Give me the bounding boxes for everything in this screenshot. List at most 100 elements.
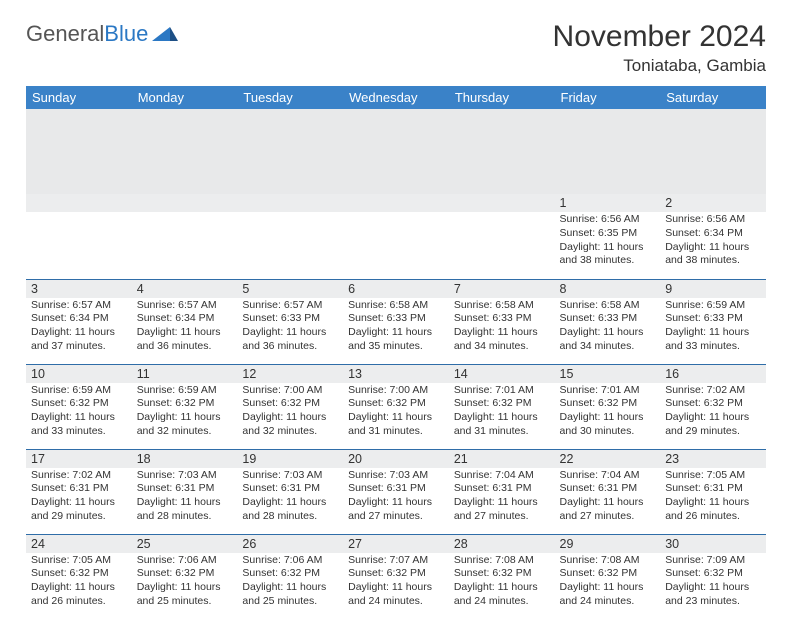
day-number: 9 (660, 280, 766, 298)
sunrise-text: Sunrise: 7:06 AM (137, 554, 233, 568)
sunset-text: Sunset: 6:31 PM (242, 482, 338, 496)
daylight-text: Daylight: 11 hours and 38 minutes. (560, 241, 656, 268)
day-number: 30 (660, 535, 766, 553)
sunset-text: Sunset: 6:32 PM (31, 567, 127, 581)
daylight-text: Daylight: 11 hours and 35 minutes. (348, 326, 444, 353)
sunset-text: Sunset: 6:33 PM (348, 312, 444, 326)
day-cell: 27Sunrise: 7:07 AMSunset: 6:32 PMDayligh… (343, 534, 449, 619)
sunrise-text: Sunrise: 6:56 AM (665, 213, 761, 227)
sunset-text: Sunset: 6:34 PM (665, 227, 761, 241)
sunset-text: Sunset: 6:31 PM (31, 482, 127, 496)
weekday-header: Sunday (26, 86, 132, 109)
week-row: 24Sunrise: 7:05 AMSunset: 6:32 PMDayligh… (26, 534, 766, 619)
day-cell: 20Sunrise: 7:03 AMSunset: 6:31 PMDayligh… (343, 449, 449, 534)
day-cell: 11Sunrise: 6:59 AMSunset: 6:32 PMDayligh… (132, 364, 238, 449)
day-number: 1 (555, 194, 661, 212)
day-number: 21 (449, 450, 555, 468)
sunrise-text: Sunrise: 6:57 AM (242, 299, 338, 313)
day-cell: 6Sunrise: 6:58 AMSunset: 6:33 PMDaylight… (343, 279, 449, 364)
day-number: 24 (26, 535, 132, 553)
sunrise-text: Sunrise: 6:56 AM (560, 213, 656, 227)
day-cell: 13Sunrise: 7:00 AMSunset: 6:32 PMDayligh… (343, 364, 449, 449)
day-number: 4 (132, 280, 238, 298)
day-number: 23 (660, 450, 766, 468)
day-cell: 22Sunrise: 7:04 AMSunset: 6:31 PMDayligh… (555, 449, 661, 534)
empty-day-strip (343, 194, 449, 212)
day-cell: 3Sunrise: 6:57 AMSunset: 6:34 PMDaylight… (26, 279, 132, 364)
daylight-text: Daylight: 11 hours and 27 minutes. (348, 496, 444, 523)
sunset-text: Sunset: 6:32 PM (242, 397, 338, 411)
day-number: 14 (449, 365, 555, 383)
sunrise-text: Sunrise: 6:57 AM (31, 299, 127, 313)
sunset-text: Sunset: 6:31 PM (665, 482, 761, 496)
empty-day-strip (132, 194, 238, 212)
sunrise-text: Sunrise: 7:03 AM (137, 469, 233, 483)
day-number: 8 (555, 280, 661, 298)
daylight-text: Daylight: 11 hours and 25 minutes. (242, 581, 338, 608)
sunset-text: Sunset: 6:34 PM (31, 312, 127, 326)
day-number: 13 (343, 365, 449, 383)
sunrise-text: Sunrise: 7:08 AM (454, 554, 550, 568)
sunrise-text: Sunrise: 7:04 AM (454, 469, 550, 483)
day-number: 16 (660, 365, 766, 383)
daylight-text: Daylight: 11 hours and 24 minutes. (454, 581, 550, 608)
day-cell: 14Sunrise: 7:01 AMSunset: 6:32 PMDayligh… (449, 364, 555, 449)
day-cell: 29Sunrise: 7:08 AMSunset: 6:32 PMDayligh… (555, 534, 661, 619)
week-row: 17Sunrise: 7:02 AMSunset: 6:31 PMDayligh… (26, 449, 766, 534)
weekday-header: Wednesday (343, 86, 449, 109)
week-row: 1Sunrise: 6:56 AMSunset: 6:35 PMDaylight… (26, 194, 766, 279)
sunset-text: Sunset: 6:32 PM (454, 567, 550, 581)
day-cell: 5Sunrise: 6:57 AMSunset: 6:33 PMDaylight… (237, 279, 343, 364)
sunrise-text: Sunrise: 7:01 AM (560, 384, 656, 398)
daylight-text: Daylight: 11 hours and 29 minutes. (31, 496, 127, 523)
empty-day-strip (237, 194, 343, 212)
day-number: 20 (343, 450, 449, 468)
sunset-text: Sunset: 6:32 PM (242, 567, 338, 581)
sunset-text: Sunset: 6:33 PM (560, 312, 656, 326)
sunrise-text: Sunrise: 7:05 AM (665, 469, 761, 483)
daylight-text: Daylight: 11 hours and 28 minutes. (137, 496, 233, 523)
week-row: 3Sunrise: 6:57 AMSunset: 6:34 PMDaylight… (26, 279, 766, 364)
daylight-text: Daylight: 11 hours and 30 minutes. (560, 411, 656, 438)
day-cell: 7Sunrise: 6:58 AMSunset: 6:33 PMDaylight… (449, 279, 555, 364)
daylight-text: Daylight: 11 hours and 32 minutes. (242, 411, 338, 438)
day-number: 18 (132, 450, 238, 468)
day-cell (132, 194, 238, 279)
day-cell: 21Sunrise: 7:04 AMSunset: 6:31 PMDayligh… (449, 449, 555, 534)
logo-triangle-icon (152, 22, 178, 48)
sunrise-text: Sunrise: 6:59 AM (31, 384, 127, 398)
daylight-text: Daylight: 11 hours and 23 minutes. (665, 581, 761, 608)
sunset-text: Sunset: 6:33 PM (454, 312, 550, 326)
day-cell: 19Sunrise: 7:03 AMSunset: 6:31 PMDayligh… (237, 449, 343, 534)
day-cell: 26Sunrise: 7:06 AMSunset: 6:32 PMDayligh… (237, 534, 343, 619)
daylight-text: Daylight: 11 hours and 37 minutes. (31, 326, 127, 353)
sunset-text: Sunset: 6:32 PM (31, 397, 127, 411)
daylight-text: Daylight: 11 hours and 38 minutes. (665, 241, 761, 268)
sunrise-text: Sunrise: 6:58 AM (348, 299, 444, 313)
sunrise-text: Sunrise: 7:02 AM (31, 469, 127, 483)
day-cell: 28Sunrise: 7:08 AMSunset: 6:32 PMDayligh… (449, 534, 555, 619)
day-number: 28 (449, 535, 555, 553)
sunset-text: Sunset: 6:35 PM (560, 227, 656, 241)
day-cell: 1Sunrise: 6:56 AMSunset: 6:35 PMDaylight… (555, 194, 661, 279)
day-cell: 8Sunrise: 6:58 AMSunset: 6:33 PMDaylight… (555, 279, 661, 364)
weekday-header: Friday (555, 86, 661, 109)
day-number: 5 (237, 280, 343, 298)
sunrise-text: Sunrise: 6:59 AM (137, 384, 233, 398)
daylight-text: Daylight: 11 hours and 33 minutes. (665, 326, 761, 353)
day-cell: 2Sunrise: 6:56 AMSunset: 6:34 PMDaylight… (660, 194, 766, 279)
sunrise-text: Sunrise: 7:00 AM (348, 384, 444, 398)
sunrise-text: Sunrise: 7:07 AM (348, 554, 444, 568)
sunset-text: Sunset: 6:33 PM (242, 312, 338, 326)
day-cell: 18Sunrise: 7:03 AMSunset: 6:31 PMDayligh… (132, 449, 238, 534)
daylight-text: Daylight: 11 hours and 26 minutes. (31, 581, 127, 608)
sunset-text: Sunset: 6:33 PM (665, 312, 761, 326)
calendar-body: 1Sunrise: 6:56 AMSunset: 6:35 PMDaylight… (26, 109, 766, 619)
daylight-text: Daylight: 11 hours and 29 minutes. (665, 411, 761, 438)
weekday-header: Tuesday (237, 86, 343, 109)
daylight-text: Daylight: 11 hours and 26 minutes. (665, 496, 761, 523)
sunrise-text: Sunrise: 7:08 AM (560, 554, 656, 568)
day-cell: 23Sunrise: 7:05 AMSunset: 6:31 PMDayligh… (660, 449, 766, 534)
daylight-text: Daylight: 11 hours and 31 minutes. (454, 411, 550, 438)
calendar-table: Sunday Monday Tuesday Wednesday Thursday… (26, 86, 766, 619)
